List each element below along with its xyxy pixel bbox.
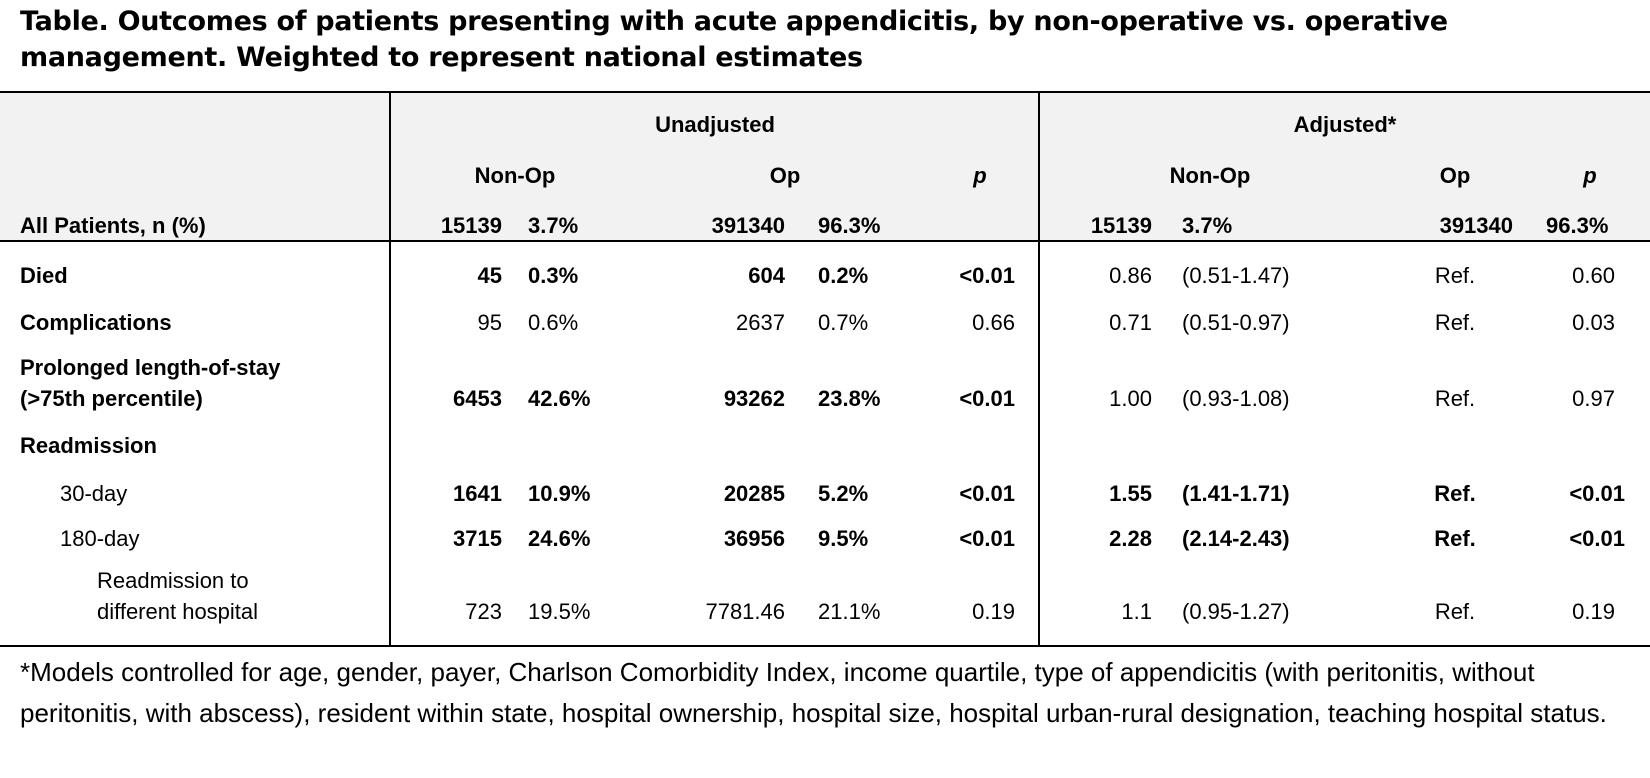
table-cell: 10.9% bbox=[528, 481, 591, 506]
table-title: Table. Outcomes of patients presenting w… bbox=[20, 6, 1448, 73]
row-label-died: Died bbox=[20, 263, 68, 288]
table-cell: (0.95-1.27) bbox=[1182, 599, 1290, 624]
table-cell: (0.51-0.97) bbox=[1182, 310, 1290, 335]
all-adj-nonop-n: 15139 bbox=[1090, 213, 1152, 238]
table-cell: (0.51-1.47) bbox=[1182, 263, 1290, 288]
table-cell: 5.2% bbox=[818, 481, 869, 506]
table-cell: <0.01 bbox=[959, 263, 1015, 288]
header-unadjusted: Unadjusted bbox=[655, 112, 775, 137]
row-label-prolonged-los: Prolonged length-of-stay bbox=[20, 355, 281, 380]
footnote: *Models controlled for age, gender, paye… bbox=[20, 657, 1607, 728]
table-cell: (0.93-1.08) bbox=[1182, 386, 1290, 411]
table-cell: Ref. bbox=[1434, 310, 1476, 335]
table-cell: 23.8% bbox=[818, 386, 881, 411]
table-cell: Ref. bbox=[1434, 481, 1476, 506]
all-adj-op-pct: 96.3% bbox=[1546, 213, 1609, 238]
column-divider-right bbox=[1038, 92, 1040, 646]
all-adj-nonop-pct: 3.7% bbox=[1182, 213, 1233, 238]
header-adjusted-p: p bbox=[1583, 163, 1597, 188]
table-cell: 0.2% bbox=[818, 263, 869, 288]
table-cell: <0.01 bbox=[1569, 526, 1625, 551]
table-cell: (2.14-2.43) bbox=[1182, 526, 1290, 551]
column-divider-left bbox=[389, 92, 391, 646]
table-cell: <0.01 bbox=[959, 386, 1015, 411]
table-cell: 24.6% bbox=[528, 526, 591, 551]
all-unadj-op-n: 391340 bbox=[711, 213, 785, 238]
table-cell: 0.19 bbox=[972, 599, 1015, 624]
table-cell: 0.86 bbox=[1109, 263, 1152, 288]
row-label-readmission-different-line2: different hospital bbox=[97, 599, 259, 624]
row-label-complications: Complications bbox=[20, 310, 172, 335]
table-cell: 19.5% bbox=[528, 599, 591, 624]
table-cell: 0.7% bbox=[818, 310, 869, 335]
header-rule bbox=[0, 240, 1650, 242]
row-label-180-day: 180-day bbox=[60, 526, 140, 551]
table-cell: 1641 bbox=[453, 481, 502, 506]
table-cell: 1.1 bbox=[1121, 599, 1152, 624]
table-cell: 93262 bbox=[723, 386, 785, 411]
table-cell: 7781.46 bbox=[705, 599, 785, 624]
all-patients-label: All Patients, n (%) bbox=[20, 213, 206, 238]
bottom-rule bbox=[0, 645, 1650, 647]
all-unadj-op-pct: 96.3% bbox=[818, 213, 881, 238]
header-adjusted-nonop: Non-Op bbox=[1169, 163, 1251, 188]
table-cell: Ref. bbox=[1434, 599, 1476, 624]
row-label-readmission-different: Readmission to bbox=[97, 568, 249, 593]
table-cell: Ref. bbox=[1434, 526, 1476, 551]
table-cell: 2.28 bbox=[1109, 526, 1152, 551]
table-cell: 36956 bbox=[723, 526, 785, 551]
table-cell: 3715 bbox=[453, 526, 502, 551]
row-label-readmission: Readmission bbox=[20, 433, 157, 458]
table-cell: 42.6% bbox=[528, 386, 591, 411]
header-unadjusted-op: Op bbox=[769, 163, 801, 188]
top-rule bbox=[0, 91, 1650, 93]
table-cell: 0.60 bbox=[1572, 263, 1615, 288]
table-cell: 0.3% bbox=[528, 263, 579, 288]
table-cell: 6453 bbox=[453, 386, 502, 411]
header-adjusted: Adjusted* bbox=[1293, 112, 1397, 137]
header-unadjusted-nonop: Non-Op bbox=[474, 163, 556, 188]
table-cell: 0.6% bbox=[528, 310, 579, 335]
table-cell: 9.5% bbox=[818, 526, 869, 551]
table-cell: 21.1% bbox=[818, 599, 881, 624]
all-adj-op-n: 391340 bbox=[1439, 213, 1513, 238]
table-cell: <0.01 bbox=[959, 526, 1015, 551]
header-background bbox=[0, 93, 1650, 241]
all-unadj-nonop-n: 15139 bbox=[440, 213, 502, 238]
table-cell: 0.66 bbox=[972, 310, 1015, 335]
row-label-prolonged-los-line2: (>75th percentile) bbox=[20, 386, 203, 411]
header-unadjusted-p: p bbox=[973, 163, 987, 188]
table-cell: 723 bbox=[465, 599, 502, 624]
table-cell: Ref. bbox=[1434, 386, 1476, 411]
header-adjusted-op: Op bbox=[1439, 163, 1471, 188]
row-label-30-day: 30-day bbox=[60, 481, 128, 506]
table-cell: 20285 bbox=[723, 481, 785, 506]
table-cell: 1.00 bbox=[1109, 386, 1152, 411]
table-cell: 0.97 bbox=[1572, 386, 1615, 411]
table-cell: 0.03 bbox=[1572, 310, 1615, 335]
table-cell: 2637 bbox=[736, 310, 785, 335]
table-cell: 604 bbox=[748, 263, 785, 288]
table-cell: Ref. bbox=[1434, 263, 1476, 288]
table-cell: <0.01 bbox=[1569, 481, 1625, 506]
table-cell: (1.41-1.71) bbox=[1182, 481, 1290, 506]
all-unadj-nonop-pct: 3.7% bbox=[528, 213, 579, 238]
table-cell: 0.19 bbox=[1572, 599, 1615, 624]
table-cell: <0.01 bbox=[959, 481, 1015, 506]
table-cell: 95 bbox=[477, 310, 502, 335]
table-cell: 0.71 bbox=[1109, 310, 1152, 335]
table-cell: 1.55 bbox=[1109, 481, 1152, 506]
table-cell: 45 bbox=[477, 263, 502, 288]
